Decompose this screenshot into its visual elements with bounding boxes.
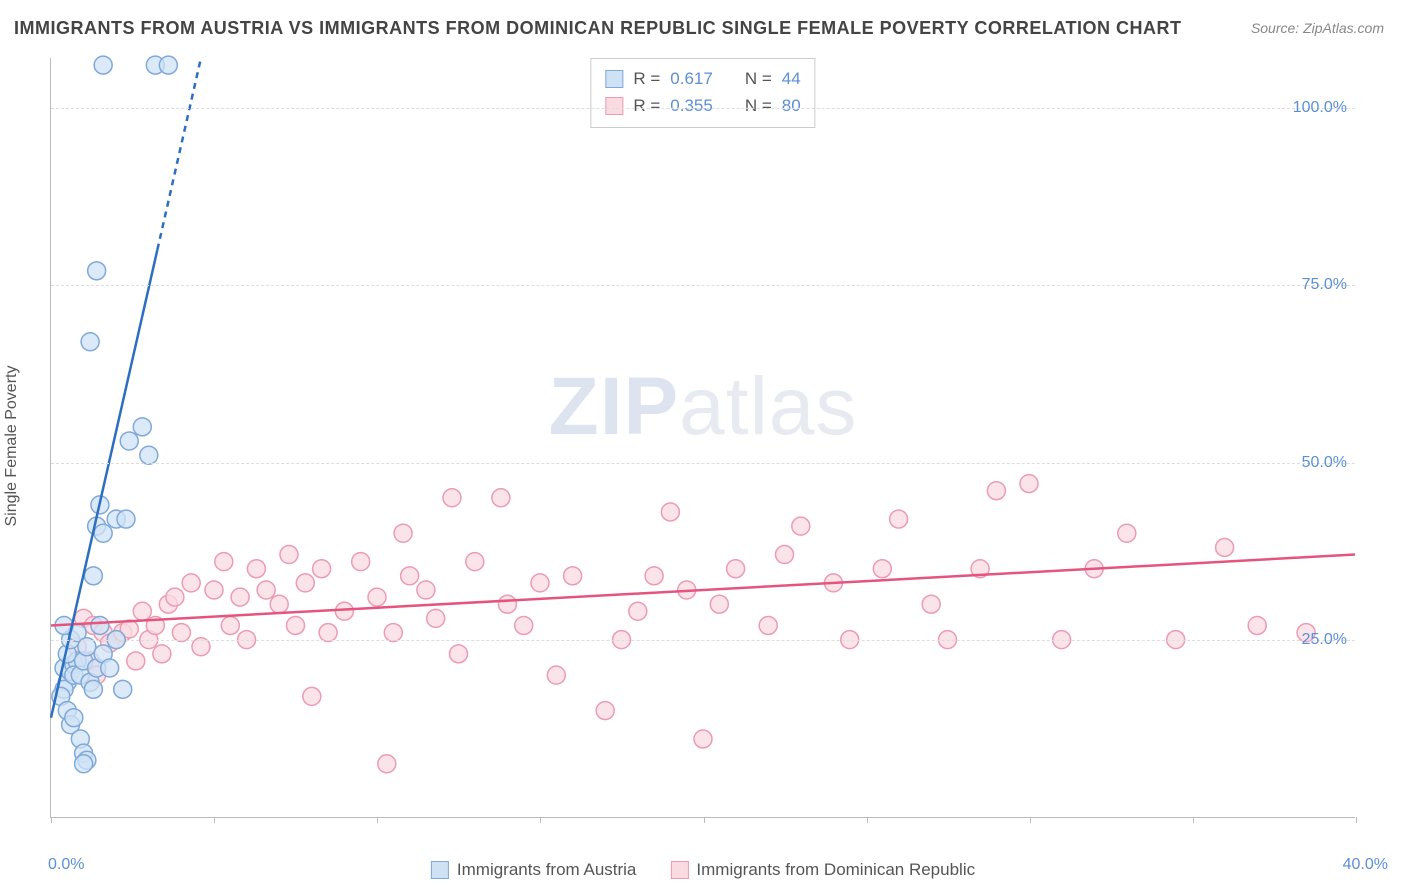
y-tick-label: 25.0% [1302,631,1347,649]
source-attribution: Source: ZipAtlas.com [1251,20,1384,36]
correlation-stat-box: R = 0.617 N = 44 R = 0.355 N = 80 [590,58,815,128]
stat-row-austria: R = 0.617 N = 44 [605,65,800,92]
n-label: N = [745,92,772,119]
plot-svg [51,58,1355,817]
gridline-h [51,285,1355,286]
n-label: N = [745,65,772,92]
x-tick [1356,817,1357,823]
stat-row-dominican: R = 0.355 N = 80 [605,92,800,119]
x-tick [1030,817,1031,823]
r-label: R = [633,65,660,92]
x-tick [51,817,52,823]
x-tick [214,817,215,823]
x-tick [1193,817,1194,823]
r-value-dominican: 0.355 [670,92,713,119]
x-tick-label-min: 0.0% [48,856,84,874]
r-value-austria: 0.617 [670,65,713,92]
x-tick [704,817,705,823]
gridline-h [51,108,1355,109]
x-tick [867,817,868,823]
bottom-legend: Immigrants from Austria Immigrants from … [431,860,975,880]
y-tick-label: 75.0% [1302,276,1347,294]
n-value-austria: 44 [782,65,801,92]
legend-swatch-austria [431,861,449,879]
legend-label-austria: Immigrants from Austria [457,860,637,880]
legend-item-austria: Immigrants from Austria [431,860,637,880]
legend-swatch-dominican [670,861,688,879]
chart-container: IMMIGRANTS FROM AUSTRIA VS IMMIGRANTS FR… [0,0,1406,892]
plot-area: ZIPatlas R = 0.617 N = 44 R = 0.355 N = … [50,58,1355,818]
y-tick-label: 100.0% [1293,99,1347,117]
r-label: R = [633,92,660,119]
y-axis-label: Single Female Poverty [3,366,21,527]
swatch-austria [605,70,623,88]
n-value-dominican: 80 [782,92,801,119]
legend-item-dominican: Immigrants from Dominican Republic [670,860,975,880]
x-tick-label-max: 40.0% [1343,856,1388,874]
swatch-dominican [605,97,623,115]
x-tick [377,817,378,823]
y-tick-label: 50.0% [1302,454,1347,472]
gridline-h [51,640,1355,641]
gridline-h [51,463,1355,464]
x-tick [540,817,541,823]
legend-label-dominican: Immigrants from Dominican Republic [696,860,975,880]
chart-title: IMMIGRANTS FROM AUSTRIA VS IMMIGRANTS FR… [14,18,1181,39]
